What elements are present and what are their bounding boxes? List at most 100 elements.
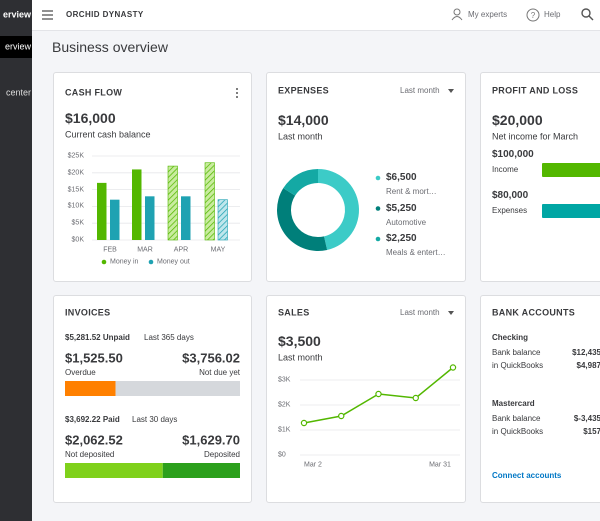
account-amount: $157: [583, 427, 600, 436]
card-cash-flow: [53, 72, 252, 282]
invoice-total: $5,281.52 Unpaid: [65, 333, 130, 342]
account-label: Bank balance: [492, 414, 541, 423]
account-label: in QuickBooks: [492, 427, 544, 436]
donut-segment: [283, 169, 318, 196]
y-tick-label: $1K: [278, 426, 291, 434]
invoice-label: Deposited: [203, 450, 240, 459]
bar: [542, 204, 600, 218]
account-amount: $12,435: [572, 348, 600, 357]
progress-segment: [115, 381, 240, 396]
account-label: Bank balance: [492, 348, 541, 357]
amount: $16,000: [65, 110, 116, 126]
account-name: Checking: [492, 333, 529, 342]
sales-point: [375, 390, 382, 398]
category-label: Income: [492, 165, 519, 174]
sales-point: [338, 412, 345, 420]
bar: [110, 199, 120, 240]
card-title: CASH FLOW: [65, 87, 123, 98]
card-title: PROFIT AND LOSS: [492, 85, 579, 96]
invoice-label: Not due yet: [199, 368, 240, 377]
x-tick-label: Mar 31: [429, 461, 451, 469]
bar: [132, 169, 142, 240]
progress-segment: [65, 381, 116, 396]
progress-segment: [65, 463, 163, 478]
amount: $20,000: [492, 112, 543, 128]
bar: [217, 199, 228, 241]
period-dropdown[interactable]: Last month: [400, 308, 440, 317]
donut-segment: [318, 169, 359, 250]
caption: Net income for March: [492, 131, 579, 142]
bar: [542, 163, 600, 177]
invoice-amount: $1,525.50: [65, 350, 123, 366]
bar: [167, 165, 178, 241]
x-tick-label: Mar 2: [304, 461, 322, 469]
period-dropdown[interactable]: Last month: [400, 86, 440, 95]
card-bank: [480, 295, 600, 503]
legend-dot: [375, 236, 381, 242]
legend-dot: [148, 259, 154, 265]
help-icon[interactable]: [526, 8, 540, 22]
sales-point: [300, 419, 308, 427]
sidebar-item[interactable]: erview: [4, 41, 31, 52]
legend-value: $6,500: [386, 172, 417, 183]
help-glyph: ?: [531, 11, 536, 20]
caption: Last month: [278, 352, 323, 363]
y-tick-label: $0: [278, 451, 286, 459]
invoice-period: Last 365 days: [144, 333, 194, 342]
search-icon[interactable]: [581, 8, 594, 21]
bar: [145, 196, 155, 240]
progress-segment: [162, 463, 240, 478]
account-label: in QuickBooks: [492, 361, 544, 370]
account-name: Mastercard: [492, 399, 535, 408]
card-title: BANK ACCOUNTS: [492, 307, 576, 318]
bar: [97, 182, 107, 240]
caption: Current cash balance: [65, 129, 151, 140]
connect-link[interactable]: Connect accounts: [492, 471, 562, 480]
y-tick-label: $5K: [71, 219, 84, 227]
sidebar: [0, 0, 32, 521]
sales-point: [449, 364, 457, 371]
category-label: Expenses: [492, 206, 528, 215]
y-tick-label: $3K: [278, 376, 291, 384]
legend-label: Meals & entert…: [386, 248, 446, 257]
y-tick-label: $0K: [71, 236, 84, 244]
page-title: Business overview: [52, 39, 168, 55]
company-name: ORCHID DYNASTY: [66, 10, 144, 19]
dropdown-caret[interactable]: [448, 311, 454, 315]
kebab-menu[interactable]: [236, 88, 238, 98]
card-title: INVOICES: [65, 307, 111, 318]
x-tick-label: MAY: [210, 246, 226, 254]
invoice-label: Not deposited: [65, 450, 115, 459]
invoice-amount: $2,062.52: [65, 432, 123, 448]
legend-value: $5,250: [386, 202, 417, 214]
y-tick-label: $2K: [278, 401, 291, 409]
card-sales: [266, 295, 466, 503]
experts-icon[interactable]: [451, 8, 463, 21]
donut-segment: [276, 188, 328, 251]
x-tick-label: MAR: [137, 246, 153, 254]
card-title: EXPENSES: [278, 85, 329, 96]
sales-point: [412, 394, 419, 402]
nav-link[interactable]: My experts: [468, 10, 508, 19]
legend-dot: [375, 175, 381, 181]
legend-dot: [375, 206, 381, 211]
sidebar-item[interactable]: center: [5, 87, 31, 98]
dropdown-caret[interactable]: [448, 89, 454, 93]
bar: [204, 162, 215, 241]
value-label: $80,000: [492, 190, 529, 201]
invoice-label: Overdue: [65, 368, 96, 377]
sidebar-item[interactable]: erview: [2, 9, 31, 20]
nav-link[interactable]: Help: [544, 10, 561, 19]
amount: $14,000: [278, 112, 329, 128]
y-tick-label: $10K: [67, 202, 84, 210]
caption: Last month: [278, 131, 323, 142]
legend-label: Money out: [157, 258, 190, 266]
menu-icon[interactable]: [42, 10, 53, 20]
bar: [181, 196, 191, 240]
legend-dot: [101, 259, 107, 265]
sidebar-selected[interactable]: [0, 36, 32, 58]
y-tick-label: $25K: [67, 152, 84, 160]
y-tick-label: $15K: [67, 186, 84, 194]
